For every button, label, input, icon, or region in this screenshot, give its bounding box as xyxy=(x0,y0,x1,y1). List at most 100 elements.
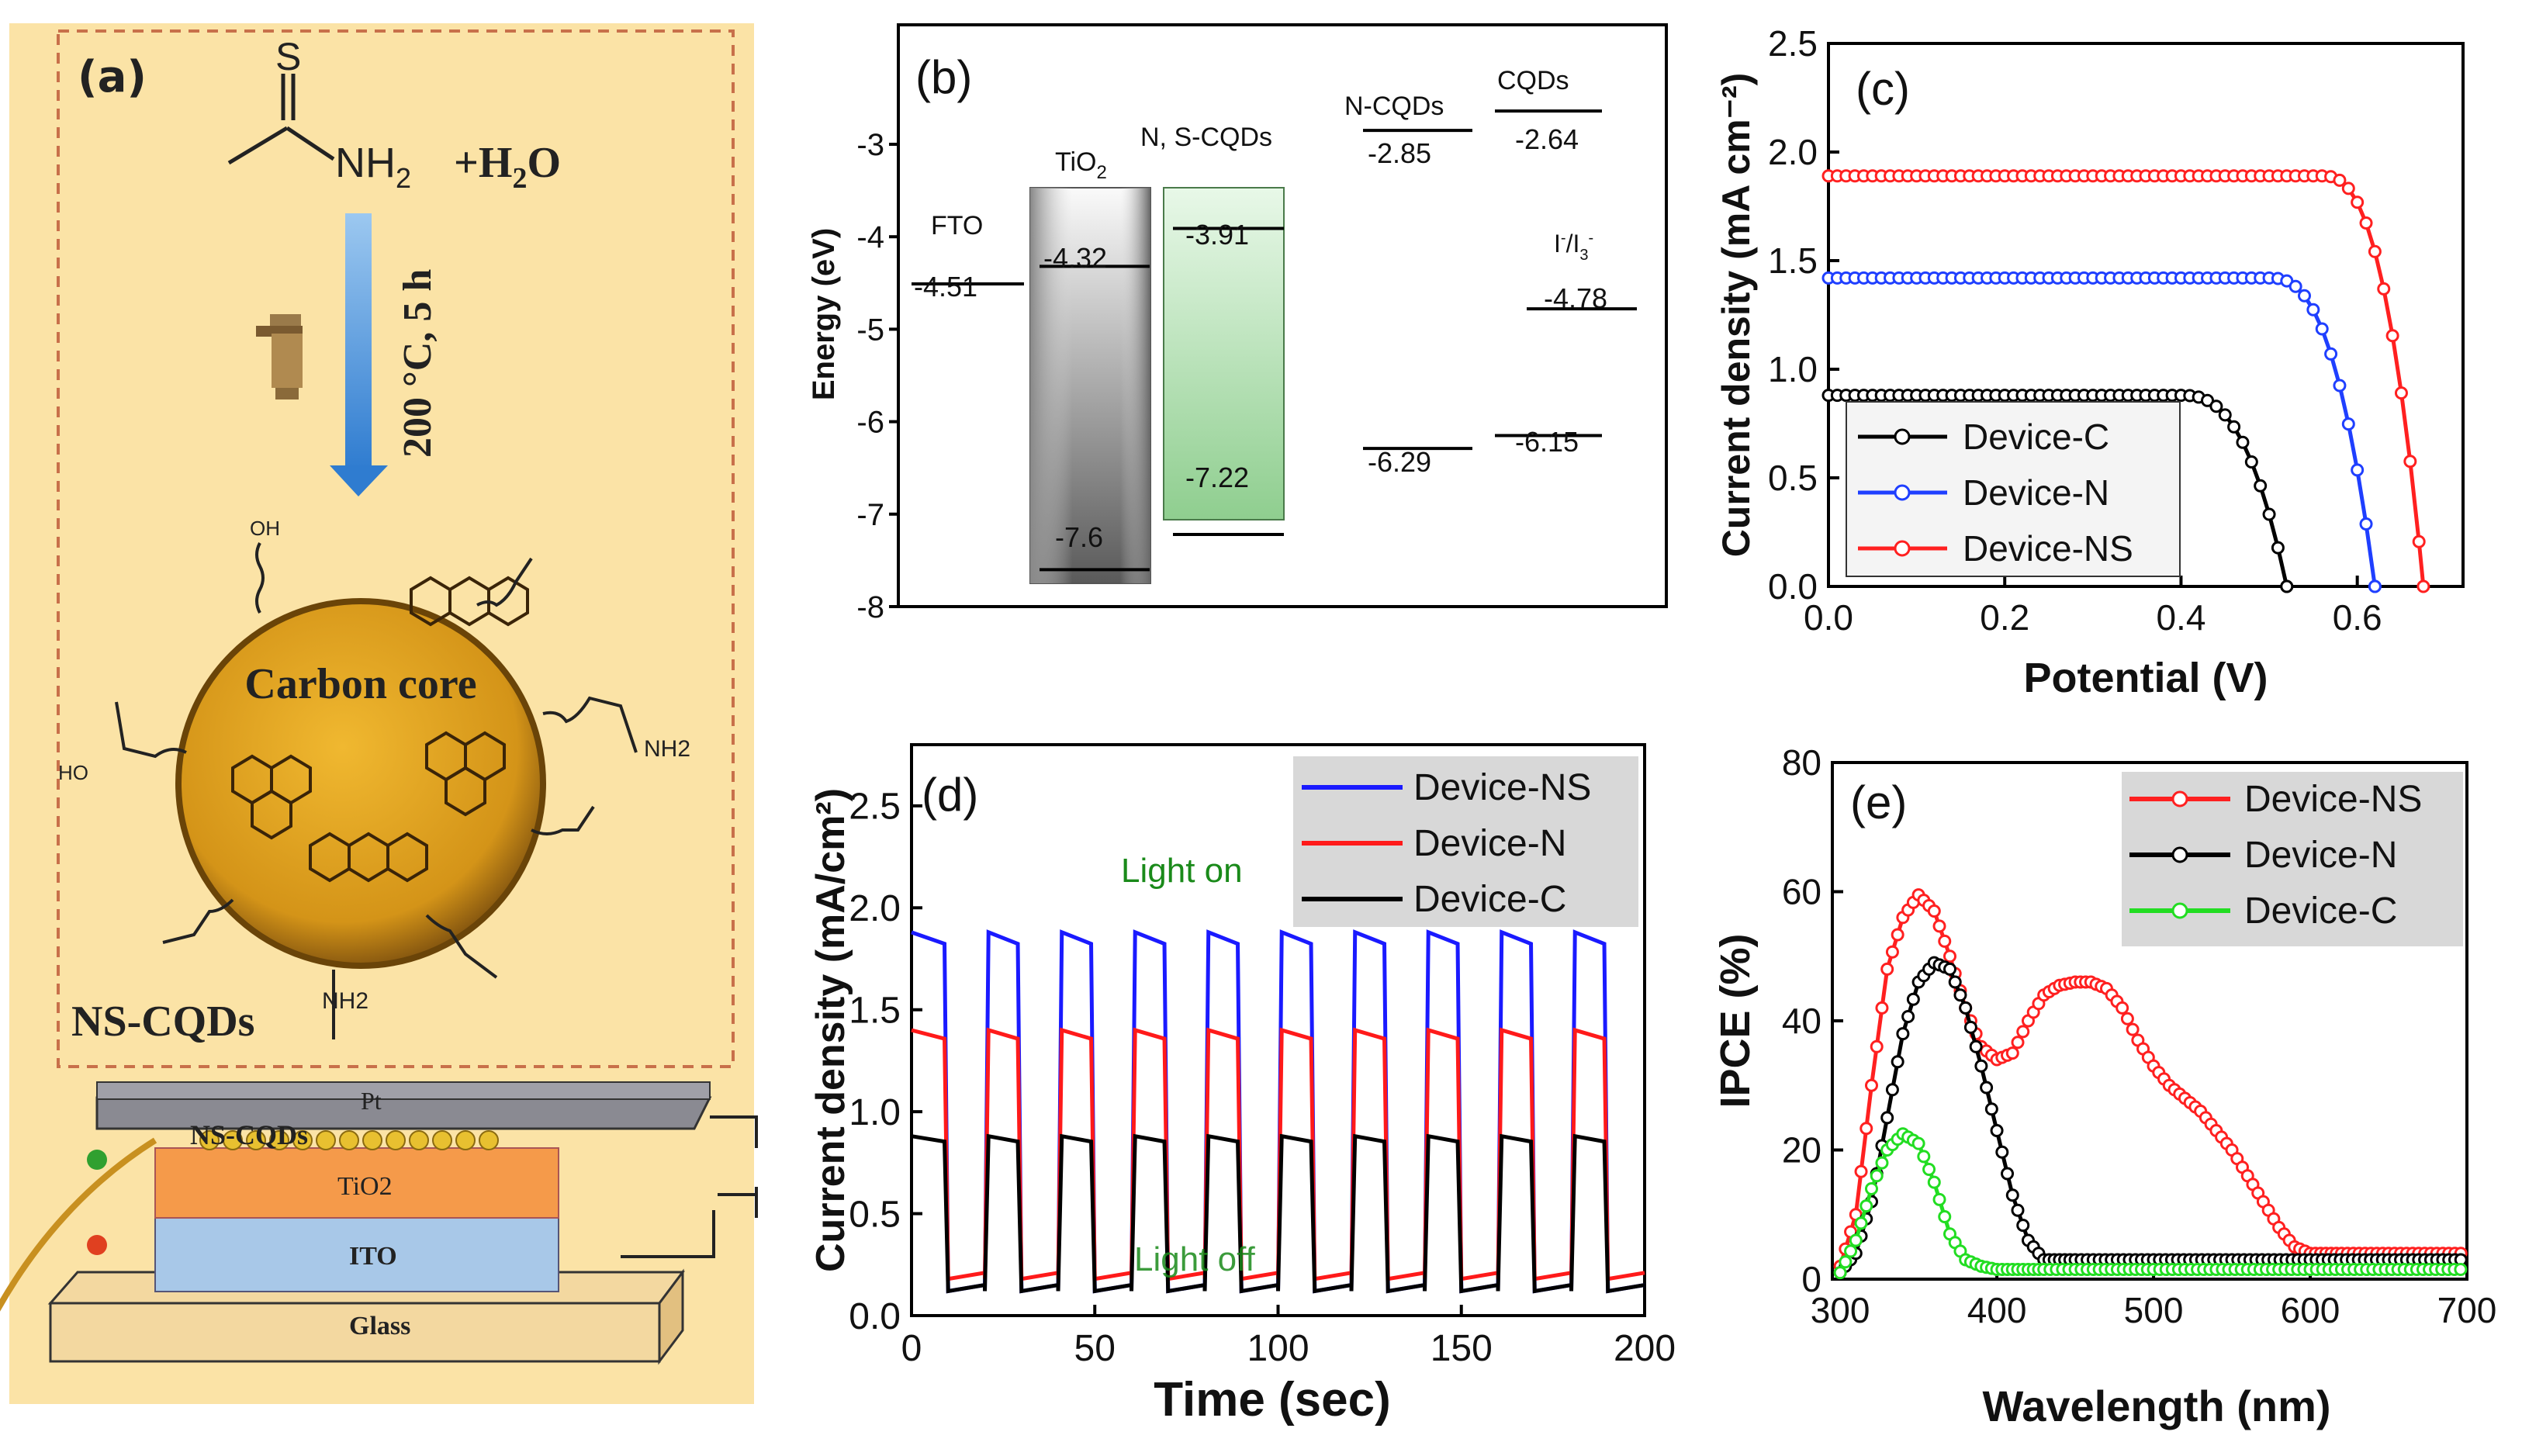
jv-point-device-c xyxy=(2227,420,2241,434)
panel-d-ylabel: Current density (mA/cm²) xyxy=(808,788,853,1272)
legend-label-c: Device-C xyxy=(1963,417,2109,457)
legend-marker-c xyxy=(1894,484,1911,501)
ipce-curve-device-n xyxy=(1839,960,2467,1274)
jv-point-device-ns xyxy=(2351,195,2365,209)
ipce-point-device-n xyxy=(1959,1001,1973,1015)
ytick-label-c: 2.5 xyxy=(1768,23,1818,64)
ipce-point-device-c xyxy=(1839,1255,1853,1269)
legend-marker-c xyxy=(1894,428,1911,445)
xtick-label-c: 0.6 xyxy=(2333,597,2382,638)
ipce-point-device-c xyxy=(1870,1169,1884,1183)
carbon-core-label: Carbon core xyxy=(244,660,476,708)
layer-label-glass: Glass xyxy=(349,1312,410,1340)
ytick-label-b: -8 xyxy=(856,590,884,624)
panel-b-levels: FTO -4.51 TiO2 -4.32 -7.6 N, S-CQDs -3.91 -7.22… xyxy=(912,66,1637,572)
panel-d-legend: Device-NS Device-N Device-C xyxy=(1293,756,1638,927)
electron-symbol xyxy=(87,1235,107,1255)
panel-b-frame xyxy=(897,23,1668,608)
jv-point-device-ns xyxy=(2403,455,2417,469)
particle-label: NS-CQDs xyxy=(71,998,254,1046)
ipce-point-device-ns xyxy=(1932,919,1946,933)
ytick-label-e: 60 xyxy=(1782,872,1821,912)
ipce-point-device-c xyxy=(1932,1192,1946,1206)
ns-cqds-lumo-label: -3.91 xyxy=(1185,219,1249,251)
ytick-label-d: 1.0 xyxy=(849,1092,901,1133)
panel-c-xlabel: Potential (V) xyxy=(2023,655,2268,701)
ytick-label-e: 80 xyxy=(1782,742,1821,783)
carbon-core xyxy=(175,598,546,969)
panel-c-ylabel: Current density (mA cm⁻²) xyxy=(1714,73,1758,558)
ipce-point-device-n xyxy=(2005,1188,2019,1202)
cqds-name: CQDs xyxy=(1497,66,1569,95)
ipce-point-device-n xyxy=(1969,1039,1983,1053)
ytick-label-e: 40 xyxy=(1782,1001,1821,1041)
tio2-name: TiO2 xyxy=(1055,147,1107,183)
ipce-point-device-ns xyxy=(2011,1036,2025,1050)
aromatic-rings xyxy=(231,576,529,883)
ipce-point-device-n xyxy=(1953,988,1967,1002)
jv-point-device-c xyxy=(2280,579,2294,593)
ipce-point-device-ns xyxy=(1943,949,1956,963)
ipce-point-device-n xyxy=(1995,1145,2009,1159)
ipce-point-device-ns xyxy=(1880,962,1894,976)
xtick-label-e: 300 xyxy=(1811,1290,1870,1330)
ipce-point-device-ns xyxy=(1864,1078,1878,1092)
group-oh: OH xyxy=(250,517,280,540)
ipce-point-device-c xyxy=(1922,1162,1936,1176)
ipce-point-device-c xyxy=(1927,1175,1941,1189)
ipce-point-device-n xyxy=(1891,1055,1904,1069)
jv-point-device-ns xyxy=(2333,173,2347,187)
device-stack: Pt NS-CQDs TiO2 ITO Glass xyxy=(0,1081,758,1365)
ipce-point-device-n xyxy=(2016,1219,2030,1233)
group-nh2-right: NH2 xyxy=(644,736,690,762)
xtick-label-e: 400 xyxy=(1967,1290,2027,1330)
ns-cqds-name: N, S-CQDs xyxy=(1140,123,1272,152)
ipce-point-device-c xyxy=(1859,1199,1873,1213)
ipce-point-device-ns xyxy=(1927,904,1941,918)
reaction-arrow-shaft xyxy=(345,213,372,469)
legend-label-d: Device-C xyxy=(1413,879,1566,920)
jv-point-device-n xyxy=(2368,579,2382,593)
ipce-point-device-ns xyxy=(1875,1001,1889,1015)
thioacetamide-structure xyxy=(227,74,335,165)
legend-label-c: Device-NS xyxy=(1963,528,2133,569)
ytick-label-b: -7 xyxy=(856,498,884,532)
panel-d-xlabel: Time (sec) xyxy=(1154,1373,1391,1427)
ipce-point-device-n xyxy=(2011,1203,2025,1217)
ipce-point-device-c xyxy=(1917,1150,1931,1164)
tio2-vb-label: -7.6 xyxy=(1055,521,1103,553)
legend-marker-e xyxy=(2171,902,2188,919)
jv-point-device-c xyxy=(2262,507,2276,521)
panel-c-frame xyxy=(1827,42,2465,588)
reaction-condition: 200 °C, 5 h xyxy=(396,269,440,458)
jv-point-device-n xyxy=(2306,303,2320,316)
pt-layer xyxy=(95,1096,712,1130)
ytick-label-c: 0.0 xyxy=(1768,566,1818,607)
ytick-label-c: 2.0 xyxy=(1768,132,1818,172)
ipce-point-device-ns xyxy=(1859,1122,1873,1136)
functional-group-bonds xyxy=(115,542,638,1039)
ipce-point-device-n xyxy=(1984,1102,1998,1116)
panel-c-legend: Device-C Device-N Device-NS xyxy=(1846,401,2181,577)
jv-point-device-ns xyxy=(2368,244,2382,258)
ytick-label-d: 0.0 xyxy=(849,1296,901,1337)
n-cqds-lumo-label: -2.85 xyxy=(1368,137,1431,169)
ipce-point-device-n xyxy=(1948,975,1962,989)
xtick-label-d: 50 xyxy=(1074,1328,1116,1369)
ipce-point-device-n xyxy=(1896,1027,1910,1041)
layer-label-tio2: TiO2 xyxy=(337,1172,393,1201)
ipce-point-device-ns xyxy=(2126,1022,2140,1036)
jv-point-device-n xyxy=(2359,517,2373,531)
panel-b-label: (b) xyxy=(915,51,972,103)
layer-label-ito: ITO xyxy=(349,1242,397,1271)
jv-point-device-c xyxy=(2201,393,2215,407)
jv-point-device-c xyxy=(2254,479,2268,493)
panel-d: (d) Time (sec) Current density (mA/cm²) … xyxy=(808,743,1676,1427)
panel-c-plot xyxy=(1821,169,2430,593)
photocurrent-curve-device-c xyxy=(911,1133,1645,1294)
jv-point-device-ns xyxy=(2359,216,2373,230)
reagent-atom-s: S xyxy=(275,35,301,78)
ipce-point-device-ns xyxy=(2016,1025,2030,1039)
reaction-arrow-head xyxy=(330,465,388,496)
jv-point-device-n xyxy=(2298,289,2311,303)
